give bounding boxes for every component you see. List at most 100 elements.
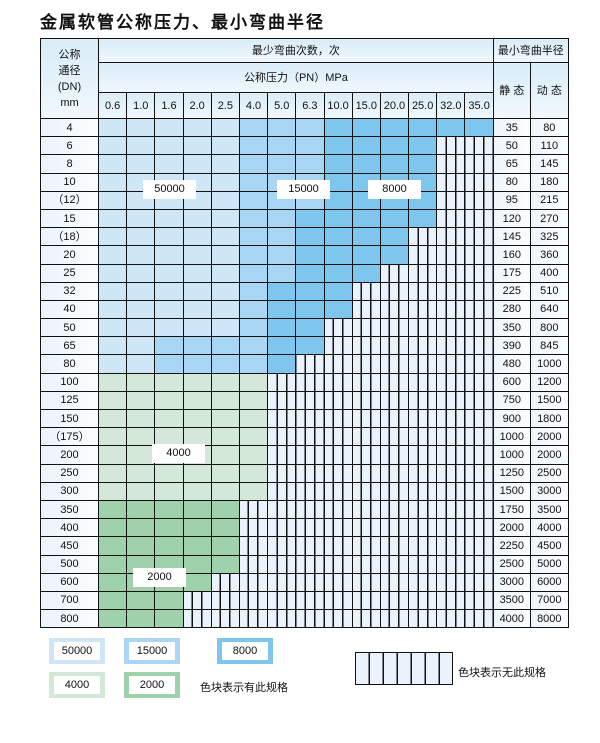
static-radius-cell: 80 [492, 172, 531, 192]
no-spec-cell [436, 208, 466, 229]
no-spec-cell [464, 208, 494, 229]
no-spec-cell [464, 427, 494, 447]
no-spec-cell [323, 408, 353, 429]
no-spec-cell [408, 336, 438, 356]
spec-cell [126, 408, 156, 429]
spec-cell [154, 518, 184, 538]
no-spec-cell [408, 245, 438, 265]
spec-cell [97, 536, 128, 556]
table-row: 50 350 800 [40, 318, 569, 338]
spec-cell [210, 154, 240, 174]
no-spec-cell [351, 554, 381, 574]
no-spec-cell [464, 190, 494, 210]
no-spec-cell [464, 518, 494, 538]
no-spec-cell [379, 445, 410, 465]
spec-cell [182, 117, 212, 138]
table-row: 100 600 1200 [40, 372, 569, 392]
table-row: 350 1750 3500 [40, 499, 569, 520]
no-spec-cell [464, 318, 494, 338]
dynamic-radius-cell: 1500 [529, 390, 569, 411]
spec-cell [126, 318, 156, 338]
static-radius-cell: 390 [492, 336, 531, 356]
pressure-col-header: 25.0 [408, 92, 438, 119]
spec-cell [182, 208, 212, 229]
table-row: 500 2500 5000 [40, 554, 569, 574]
spec-cell [379, 245, 410, 265]
no-spec-cell [379, 299, 410, 320]
spec-cell [238, 463, 269, 483]
spec-cell [323, 190, 353, 210]
spec-cell [126, 536, 156, 556]
no-spec-cell [379, 463, 410, 483]
spec-cell [379, 136, 410, 156]
no-spec-cell [379, 318, 410, 338]
spec-cell [182, 408, 212, 429]
no-spec-cell [351, 354, 381, 374]
static-radius-cell: 1250 [492, 463, 531, 483]
dn-cell: 700 [40, 590, 99, 611]
no-spec-cell [436, 481, 466, 501]
zone-label-2000: 2000 [133, 568, 186, 587]
spec-cell [154, 136, 184, 156]
no-spec-cell [464, 154, 494, 174]
dynamic-radius-cell: 180 [529, 172, 569, 192]
legend-hatch-swatch [355, 652, 453, 685]
no-spec-cell [351, 463, 381, 483]
legend-swatch-50000: 50000 [49, 638, 105, 664]
spec-cell [267, 281, 297, 301]
no-spec-cell [436, 299, 466, 320]
no-spec-cell [238, 590, 269, 611]
no-spec-cell [238, 536, 269, 556]
no-spec-cell [267, 518, 297, 538]
no-spec-cell [379, 336, 410, 356]
no-spec-cell [351, 518, 381, 538]
spec-cell [97, 372, 128, 392]
spec-cell [182, 136, 212, 156]
no-spec-cell [351, 609, 381, 629]
spec-cell [351, 117, 381, 138]
no-spec-cell [408, 408, 438, 429]
spec-cell [97, 281, 128, 301]
no-spec-cell [351, 336, 381, 356]
static-radius-cell: 4000 [492, 609, 531, 629]
spec-cell [154, 481, 184, 501]
spec-cell [295, 263, 325, 283]
no-spec-cell [464, 299, 494, 320]
spec-cell [210, 354, 240, 374]
no-spec-cell [464, 372, 494, 392]
static-radius-cell: 175 [492, 263, 531, 283]
pressure-col-header: 20.0 [379, 92, 410, 119]
static-radius-cell: 600 [492, 372, 531, 392]
no-spec-cell [464, 536, 494, 556]
spec-cell [323, 172, 353, 192]
dynamic-radius-cell: 325 [529, 227, 569, 247]
spec-cell [238, 136, 269, 156]
table-row: 40 280 640 [40, 299, 569, 320]
static-radius-cell: 3500 [492, 590, 531, 611]
spec-cell [238, 208, 269, 229]
no-spec-cell [436, 136, 466, 156]
spec-cell [126, 336, 156, 356]
no-spec-cell [408, 590, 438, 611]
spec-cell [97, 208, 128, 229]
spec-cell [210, 318, 240, 338]
no-spec-cell [238, 518, 269, 538]
no-spec-cell [436, 554, 466, 574]
no-spec-cell [408, 299, 438, 320]
spec-cell [210, 299, 240, 320]
no-spec-cell [379, 390, 410, 411]
radius-header: 最小弯曲半径 [492, 38, 569, 63]
table-row: 15 120 270 [40, 208, 569, 229]
no-spec-cell [267, 590, 297, 611]
no-spec-cell [464, 445, 494, 465]
no-spec-cell [436, 445, 466, 465]
no-spec-cell [295, 354, 325, 374]
spec-cell [210, 227, 240, 247]
spec-cell [97, 390, 128, 411]
pressure-col-header: 6.3 [295, 92, 325, 119]
table-row: 600 3000 6000 [40, 572, 569, 592]
table-row: 250 1250 2500 [40, 463, 569, 483]
spec-cell [182, 390, 212, 411]
spec-cell [323, 245, 353, 265]
spec-cell [323, 154, 353, 174]
